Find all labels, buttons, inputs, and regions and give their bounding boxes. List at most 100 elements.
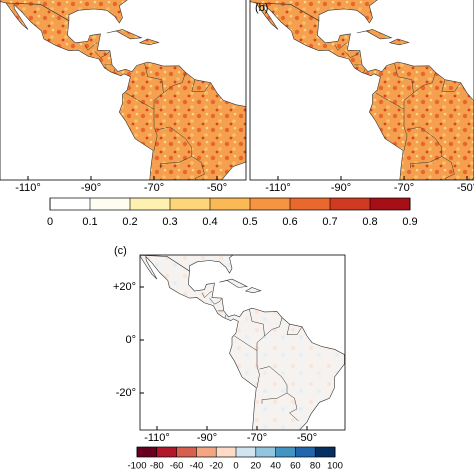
land [244, 287, 262, 294]
country-border [163, 72, 186, 94]
land [356, 29, 393, 40]
colorbar-segment [210, 198, 251, 210]
land [255, 2, 474, 180]
country-border [259, 366, 288, 404]
panel-frame [0, 0, 247, 181]
colorbar-segment [255, 447, 276, 457]
land [388, 38, 410, 46]
colorbar-label: -80 [150, 461, 164, 472]
x-tick-label: -50° [457, 182, 474, 194]
country-border [234, 335, 260, 388]
colorbar-segment [196, 447, 217, 457]
country-border [209, 297, 223, 305]
x-tick-label: -110° [265, 182, 291, 194]
country-border [343, 50, 361, 58]
colorbar-segment [50, 198, 91, 210]
colorbar-label: -20 [209, 461, 223, 472]
map-panel [140, 255, 345, 430]
colorbar-label: 0.4 [202, 216, 217, 228]
panel-frame [139, 254, 346, 431]
x-tick-label: -50° [297, 432, 317, 444]
colorbar-segment [370, 198, 411, 210]
colorbar-label: 0.8 [362, 216, 377, 228]
x-tick-label: -90° [81, 182, 101, 194]
colorbar-segment [216, 447, 237, 457]
colorbar-segment [156, 447, 177, 457]
x-tick-label: -90° [197, 432, 217, 444]
colorbar-segment [236, 447, 257, 457]
x-tick-label: -50° [207, 182, 227, 194]
panel-label: (c) [114, 245, 127, 257]
colorbar-segment [137, 447, 158, 457]
map-panel [0, 0, 246, 180]
x-tick-label: -110° [15, 182, 41, 194]
colorbar-label: 20 [251, 461, 262, 472]
country-border [441, 79, 461, 92]
colorbar-label: 60 [290, 461, 301, 472]
colorbar-label: 0.3 [162, 216, 177, 228]
colorbar-segment [170, 198, 211, 210]
country-border [286, 392, 299, 421]
colorbar-label: 0.5 [242, 216, 257, 228]
land [106, 29, 143, 40]
country-border [363, 69, 365, 73]
country-border [191, 156, 205, 180]
colorbar-label: -40 [190, 461, 204, 472]
x-tick-label: -70° [247, 432, 267, 444]
country-border [224, 314, 227, 319]
country-border [375, 92, 408, 151]
x-tick-label: -110° [144, 432, 170, 444]
x-tick-label: -90° [331, 182, 351, 194]
land [140, 255, 345, 430]
country-border [93, 50, 111, 58]
country-border [191, 79, 211, 92]
colorbar-label: 0.2 [122, 216, 137, 228]
land [5, 2, 246, 180]
colorbar-label: 0.1 [82, 216, 97, 228]
country-border [113, 69, 115, 73]
country-border [394, 63, 414, 110]
colorbar-segment [315, 447, 336, 457]
country-border [334, 42, 348, 51]
y-tick-label: 0° [125, 334, 136, 346]
colorbar-label: 0.7 [322, 216, 337, 228]
country-border [125, 92, 158, 151]
panel-frame [249, 0, 474, 181]
country-border [157, 126, 193, 169]
country-border [286, 324, 303, 335]
x-tick-label: -70° [144, 182, 164, 194]
colorbar-segment [290, 198, 331, 210]
colorbar-label: 0.6 [282, 216, 297, 228]
colorbar-segment [90, 198, 131, 210]
colorbar-label: 80 [310, 461, 321, 472]
country-border [84, 42, 98, 51]
colorbar-segment [275, 447, 296, 457]
country-border [441, 156, 455, 180]
country-border [407, 126, 443, 169]
x-tick-label: -70° [394, 182, 414, 194]
country-border [413, 72, 436, 94]
country-border [201, 290, 213, 299]
country-border [249, 309, 265, 351]
y-tick-label: -20° [116, 387, 136, 399]
colorbar-segment [176, 447, 197, 457]
colorbar-segment [250, 198, 291, 210]
colorbar-label: 40 [270, 461, 281, 472]
panel-label: (b) [255, 2, 268, 14]
y-tick-label: +20° [113, 281, 136, 293]
colorbar-label: 0.9 [402, 216, 417, 228]
map-panel [250, 0, 474, 180]
land [138, 38, 160, 46]
country-border [264, 317, 283, 337]
colorbar-segment [130, 198, 171, 210]
colorbar-label: 100 [327, 461, 343, 472]
colorbar-label: -100 [127, 461, 146, 472]
colorbar-segment [295, 447, 316, 457]
colorbar-label: 0 [233, 461, 238, 472]
colorbar-label: 0 [47, 216, 53, 228]
colorbar-segment [330, 198, 371, 210]
country-border [144, 63, 164, 110]
land [219, 278, 249, 288]
colorbar-label: -60 [170, 461, 184, 472]
